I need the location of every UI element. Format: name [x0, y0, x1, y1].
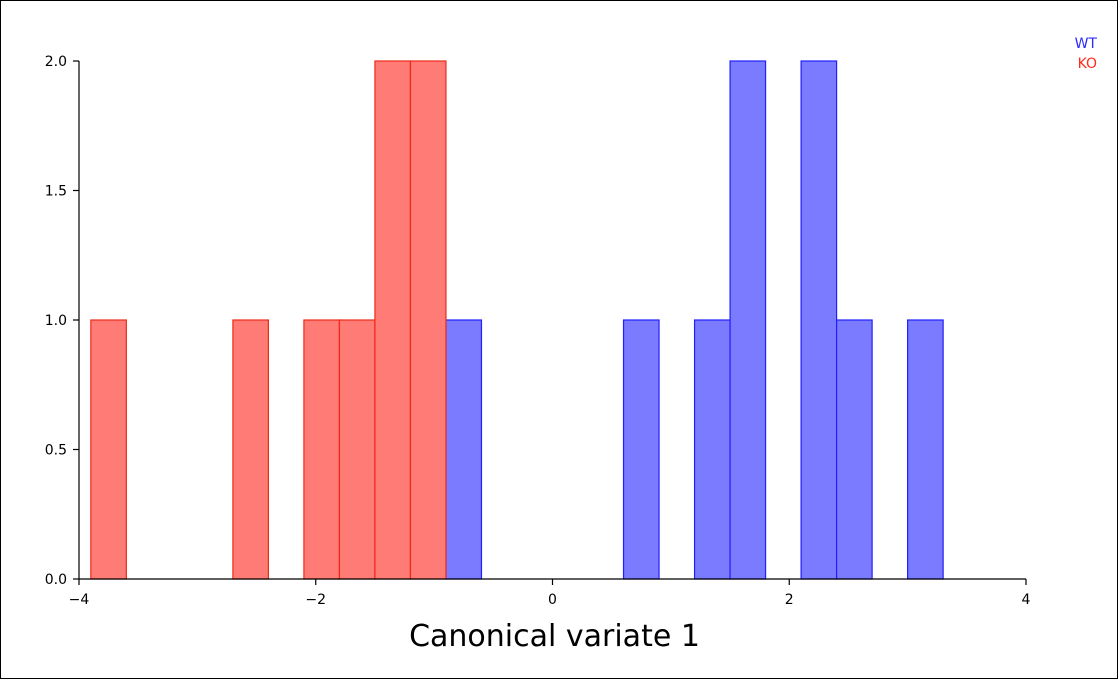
y-tick-label: 0.0 — [45, 572, 67, 588]
legend-item-ko: KO — [1078, 56, 1097, 72]
legend: WT KO — [1075, 36, 1098, 72]
bar-wt-0 — [445, 319, 483, 580]
bar-ko-4 — [374, 60, 412, 580]
bar-wt-1 — [622, 319, 660, 580]
bar-wt-3 — [729, 60, 767, 580]
x-tick-label: −4 — [69, 592, 90, 608]
x-tick-label: −2 — [305, 592, 326, 608]
y-tick-label: 0.5 — [45, 443, 67, 459]
bar-ko-5 — [409, 60, 447, 580]
bar-wt-4 — [800, 60, 838, 580]
axes-layer: −4 −2 0 2 4 0.0 0.5 1.0 1.5 2.0 — [45, 54, 1031, 608]
bar-ko-2 — [303, 319, 341, 580]
bar-ko-3 — [338, 319, 376, 580]
bar-ko-1 — [232, 319, 269, 580]
x-tick-label: 0 — [548, 592, 557, 608]
x-tick-label: 2 — [785, 592, 794, 608]
legend-item-wt: WT — [1075, 36, 1098, 52]
bar-wt-5 — [835, 319, 873, 580]
y-tick-label: 2.0 — [45, 54, 67, 70]
y-tick-label: 1.5 — [45, 184, 67, 200]
bar-wt-2 — [693, 319, 731, 580]
x-axis-label: Canonical variate 1 — [409, 619, 700, 654]
y-tick-label: 1.0 — [45, 313, 67, 329]
bar-ko-0 — [90, 319, 127, 580]
x-tick-label: 4 — [1022, 592, 1031, 608]
bars-layer — [90, 60, 944, 580]
bar-wt-6 — [907, 319, 944, 580]
